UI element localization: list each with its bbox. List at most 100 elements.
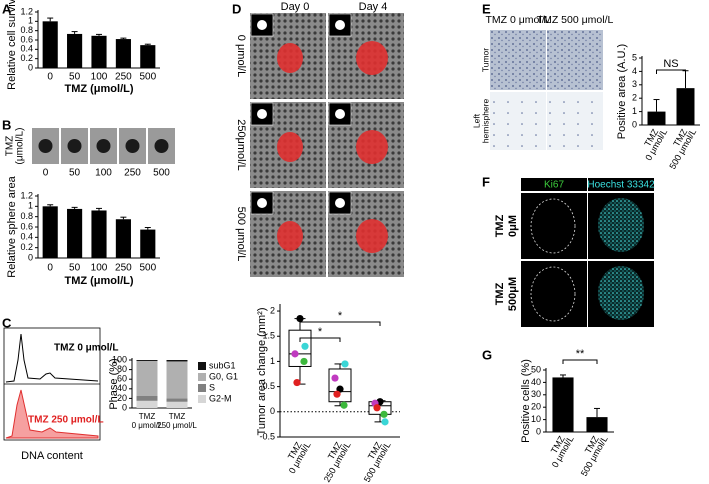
x-tick-label: 500	[139, 263, 156, 274]
y-tick-label: 0.5	[262, 381, 275, 391]
tumor-outline	[530, 266, 576, 322]
row-label: 0 μmol/L	[235, 35, 247, 77]
row-label: 250μmol/L	[235, 119, 247, 171]
significance-label: NS	[663, 58, 678, 70]
point	[291, 350, 299, 358]
point	[341, 360, 349, 368]
y-tick-label: 10	[531, 414, 541, 424]
y-tick-label: 0.2	[20, 53, 33, 63]
sphere	[38, 139, 53, 153]
y-tick-label: 3	[632, 79, 637, 89]
y-tick-label: 100	[112, 354, 127, 364]
histology-image	[547, 30, 603, 90]
bar	[140, 229, 156, 258]
column-label: Day 0	[281, 1, 310, 13]
bar-segment	[166, 401, 188, 408]
sphere	[154, 139, 169, 153]
tumor	[277, 221, 303, 251]
panel-letter: C	[2, 315, 12, 330]
bar	[676, 88, 695, 125]
y-tick-label: 2	[632, 93, 637, 103]
y-tick-label: 0.4	[20, 232, 33, 242]
header-bar	[588, 178, 654, 191]
histograms	[3, 327, 101, 441]
point	[381, 418, 389, 426]
significance-label: *	[318, 326, 323, 338]
x-tick-label: 250	[115, 72, 132, 83]
legend-label: G2-M	[209, 393, 232, 403]
bar	[115, 219, 131, 258]
bar	[42, 206, 58, 258]
row-label: TMZ	[494, 282, 506, 305]
legend-swatch	[198, 395, 206, 403]
significance-bracket	[299, 321, 381, 326]
y-tick-label: 0	[28, 252, 33, 262]
point	[301, 342, 309, 350]
bar-segment	[166, 360, 188, 362]
panel-letter: G	[482, 347, 492, 362]
histology-image	[490, 30, 546, 90]
legend-label: G0, G1	[209, 371, 238, 381]
image-label: 0	[43, 168, 49, 179]
bar	[115, 39, 131, 68]
y-tick-label: 0.2	[20, 242, 33, 252]
x-tick-label: 250 μmol/L	[157, 421, 197, 430]
inset-blob	[257, 109, 267, 119]
significance-label: **	[576, 348, 585, 360]
y-tick-label: 0	[632, 119, 637, 129]
panel-letter: A	[2, 1, 12, 16]
bar-segment	[166, 361, 188, 399]
x-tick-label: 50	[69, 72, 81, 83]
y-tick-label: 40	[117, 383, 127, 393]
inset-blob	[335, 109, 345, 119]
hist-xlabel: DNA content	[21, 450, 83, 462]
inset-blob	[257, 198, 267, 208]
sphere	[125, 139, 140, 153]
column-label: TMZ 500 μmol/L	[537, 14, 614, 26]
y-tick-label: -0.5	[259, 431, 275, 441]
legend-label: subG1	[209, 360, 236, 370]
bar-segment	[136, 360, 158, 361]
significance-bracket	[299, 337, 341, 342]
tumor	[277, 132, 303, 162]
y-tick-label: 40	[531, 377, 541, 387]
y-tick-label: 1	[28, 201, 33, 211]
x-tick-label: 100	[91, 263, 108, 274]
sphere	[67, 139, 82, 153]
nuclei	[598, 266, 644, 320]
x-tick-label: TMZ	[139, 412, 156, 421]
y-tick-label: 0	[270, 406, 275, 416]
y-tick-label: 0.8	[20, 211, 33, 221]
x-axis-label: TMZ (μmol/L)	[64, 275, 133, 287]
y-tick-label: 0	[536, 426, 541, 436]
image-label: 250	[124, 168, 141, 179]
y-tick-label: 1.2	[20, 190, 33, 200]
column-label: Day 4	[359, 1, 388, 13]
point	[331, 374, 339, 382]
x-tick-label: 100	[91, 72, 108, 83]
bar	[67, 33, 83, 68]
y-tick-label: 0.6	[20, 221, 33, 231]
y-tick-label: 4	[632, 66, 637, 76]
image-axis-label: (μmol/L)	[15, 128, 26, 165]
image-label: 50	[69, 168, 81, 179]
sphere	[96, 139, 111, 153]
panel-letter: B	[2, 117, 11, 132]
bar	[586, 417, 608, 432]
y-axis-label: Positive cells (%)	[520, 359, 532, 443]
y-tick-label: 1	[270, 356, 275, 366]
point	[380, 410, 388, 418]
x-axis-label: TMZ (μmol/L)	[64, 83, 133, 95]
y-tick-label: 0.4	[20, 44, 33, 54]
bar-segment	[136, 360, 158, 396]
bar	[140, 45, 156, 68]
y-tick-label: 0.8	[20, 25, 33, 35]
bar-segment	[136, 396, 158, 401]
y-tick-label: 0	[28, 62, 33, 72]
column-label: TMZ 0 μmol/L	[486, 14, 551, 26]
point	[293, 378, 301, 387]
column-label: Hoechst 33342	[587, 180, 655, 191]
point	[300, 357, 308, 366]
y-tick-label: 5	[632, 52, 637, 62]
image-label: 500	[153, 168, 170, 179]
